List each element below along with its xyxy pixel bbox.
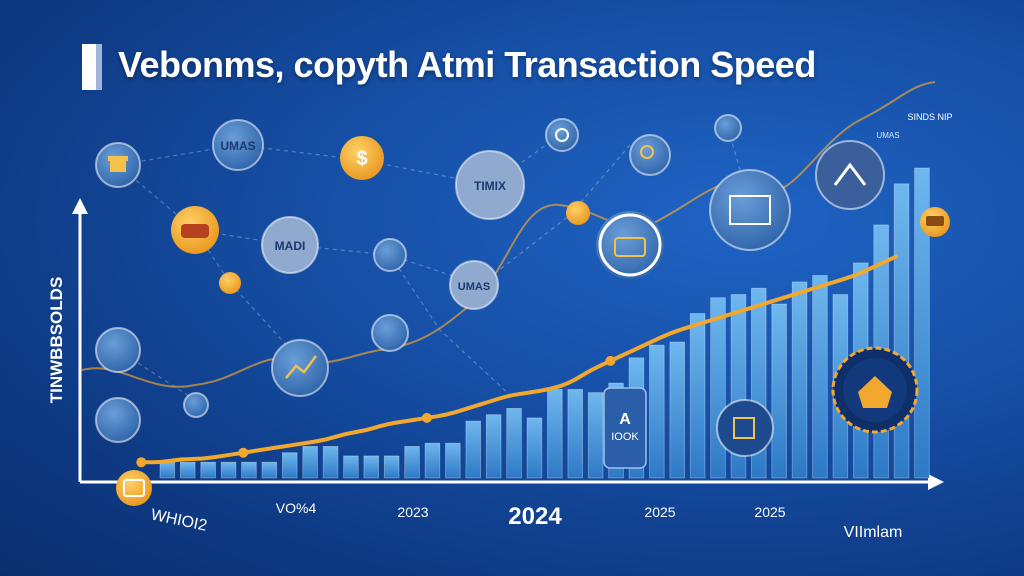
x-tick-label-5: 2025 (644, 504, 675, 520)
y-axis-arrow (72, 198, 88, 214)
bar-18 (506, 407, 522, 479)
x-tick-labels: WHIOI2 VO%4 2023 2024 2025 2025 VIImlam (149, 500, 902, 541)
x-tick-label-3: 2023 (397, 504, 428, 520)
bubble-label-madi: MADI (275, 239, 306, 253)
x-tick-label-2: VO%4 (276, 500, 317, 516)
bar-19 (526, 417, 543, 479)
bar-17 (485, 414, 502, 479)
bar-9 (322, 445, 339, 479)
bar-22 (587, 392, 604, 479)
monitor-icon: MADI (261, 216, 319, 274)
lock-icon (596, 211, 664, 279)
trend-line (139, 254, 898, 465)
bitcoin-icon (566, 201, 590, 225)
bubble-label-umas: UMAS (220, 139, 255, 153)
trend-point-4 (605, 355, 616, 366)
car-icon (920, 207, 950, 237)
gift-icon (95, 142, 141, 188)
bulb-icon (95, 397, 141, 443)
gear-icon (545, 118, 579, 152)
bar-4 (220, 461, 237, 479)
coins-icon (95, 327, 141, 373)
x-tick-label-4: 2024 (508, 503, 562, 530)
x-tick-label-6: 2025 (754, 504, 785, 520)
bar-11 (363, 455, 379, 479)
cart-icon (709, 169, 791, 251)
bar-28 (710, 297, 726, 479)
bar-33 (812, 275, 828, 479)
bar-37 (893, 183, 910, 479)
search-icon (629, 134, 671, 176)
dots-icon (714, 114, 742, 142)
bars-group (159, 167, 930, 479)
bar-20 (547, 388, 563, 479)
bar-1 (159, 461, 176, 479)
bubble-label-umas-2: UMAS (458, 281, 490, 293)
bar-10 (343, 455, 359, 479)
trend-point-2 (238, 447, 249, 458)
handshake-icon: UMAS (212, 119, 264, 171)
x-axis-arrow (928, 474, 944, 490)
doc-label-a: A (619, 411, 631, 428)
doc-label-look: IOOK (611, 431, 639, 443)
bar-32 (791, 281, 808, 479)
robot-icon (831, 346, 919, 434)
bar-27 (689, 313, 706, 479)
document-icon: A IOOK (603, 387, 647, 469)
chart-title: Vebonms, copyth Atmi Transaction Speed (118, 44, 816, 85)
bubble-label-timix: TIMIX (474, 179, 506, 193)
top-right-sublabel: UMAS (876, 131, 899, 140)
bar-5 (241, 461, 257, 479)
globe-icon (183, 392, 209, 418)
trend-point-1 (136, 457, 147, 468)
chip-icon (219, 272, 241, 294)
wallet-icon (373, 238, 407, 272)
tag-icon: UMAS (449, 260, 499, 310)
bar-3 (200, 461, 216, 479)
secondary-trend-line (81, 81, 936, 388)
svg-text:$: $ (356, 148, 367, 170)
axes (72, 198, 944, 490)
y-axis-label: TINWBBSOLDS (47, 277, 66, 404)
bar-8 (302, 445, 318, 479)
bar-31 (771, 303, 787, 479)
bar-38 (914, 167, 930, 479)
top-right-label: SINDS NIP (907, 112, 952, 122)
bar-25 (649, 344, 665, 479)
shield-icon (371, 314, 409, 352)
x-tick-label-7: VIImlam (844, 524, 903, 541)
icon-bubbles: UMAS $ TIMIX (95, 112, 953, 506)
trend-line-group (136, 254, 898, 468)
bank-icon (716, 399, 774, 457)
code-icon: TIMIX (455, 150, 525, 220)
bar-26 (669, 341, 686, 479)
bar-14 (424, 442, 441, 479)
bar-13 (404, 445, 420, 479)
bar-7 (281, 452, 298, 479)
calendar-icon (116, 470, 152, 506)
bar-2 (179, 461, 196, 479)
bar-6 (261, 461, 278, 479)
dollar-coin-icon: $ (340, 136, 384, 180)
bar-21 (567, 388, 584, 479)
x-tick-label-1: WHIOI2 (149, 506, 208, 534)
bar-16 (465, 420, 481, 479)
trend-point-3 (421, 412, 432, 423)
piggy-icon (171, 206, 219, 254)
bar-12 (383, 455, 400, 479)
chart-up-icon (271, 339, 329, 397)
bar-15 (445, 442, 461, 479)
title-accent-bar (82, 44, 102, 90)
server-icon (815, 140, 885, 210)
